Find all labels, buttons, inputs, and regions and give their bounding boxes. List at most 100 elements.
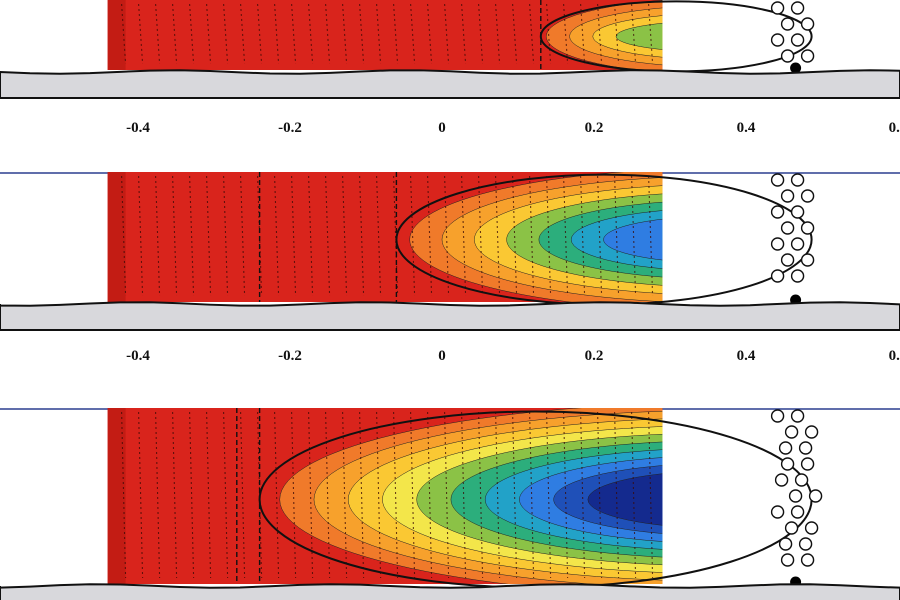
velocity-vector-column: [359, 175, 365, 297]
bubble: [784, 425, 799, 439]
bubble: [790, 237, 805, 251]
x-tick-label: 0.6: [889, 120, 900, 136]
velocity-vector-column: [478, 3, 484, 65]
velocity-vector-column: [240, 175, 246, 297]
bubble: [770, 269, 785, 283]
velocity-vector-column: [155, 175, 161, 297]
bubble: [800, 457, 815, 471]
velocity-vector-column: [614, 3, 620, 65]
velocity-vector-column: [563, 3, 569, 65]
velocity-vector-column: [138, 175, 144, 297]
injection-point: [790, 62, 802, 74]
velocity-vector-column: [291, 175, 297, 297]
x-tick-label: -0.2: [278, 120, 302, 136]
bubble: [794, 473, 809, 487]
x-tick-label: 0.4: [737, 120, 756, 136]
bubble: [780, 457, 795, 471]
velocity-vector-column: [614, 175, 620, 297]
velocity-vector-column: [189, 175, 195, 297]
contour-level-10: [587, 473, 663, 526]
bubble: [800, 49, 815, 63]
bubble: [780, 189, 795, 203]
velocity-vector-column: [563, 175, 569, 297]
bubble: [780, 221, 795, 235]
velocity-vector-column: [121, 3, 127, 65]
bubble: [770, 409, 785, 423]
velocity-vector-column: [597, 175, 603, 297]
velocity-vector-column: [461, 175, 467, 297]
velocity-vector-column: [478, 175, 484, 297]
panel-1: -0.6-0.4-0.200.20.40.6: [0, 0, 900, 136]
velocity-vector-column: [189, 3, 195, 65]
velocity-vector-column: [529, 175, 535, 297]
bubble: [798, 537, 813, 551]
velocity-vector-column: [325, 175, 331, 297]
velocity-vector-column: [172, 175, 178, 297]
bubble: [790, 1, 805, 15]
bubble: [770, 1, 785, 15]
velocity-vector-column: [410, 3, 416, 65]
field-edge-band: [107, 408, 126, 584]
velocity-vector-column: [223, 175, 229, 297]
velocity-vector-column: [172, 3, 178, 65]
ground-surface: [0, 583, 900, 600]
velocity-vector-column: [444, 175, 450, 297]
velocity-vector-column: [546, 175, 552, 297]
velocity-vector-column: [648, 175, 654, 297]
bubble: [770, 173, 785, 187]
velocity-vector-column: [427, 3, 433, 65]
velocity-vector-column: [376, 3, 382, 65]
bubble: [800, 189, 815, 203]
velocity-vector-column: [529, 3, 535, 65]
bubble: [790, 205, 805, 219]
bubble: [790, 505, 805, 519]
bubble: [784, 521, 799, 535]
bubble: [800, 253, 815, 267]
velocity-vector-column: [597, 3, 603, 65]
x-tick-label: -0.4: [126, 120, 150, 136]
bubble: [808, 489, 823, 503]
velocity-vector-column: [393, 3, 399, 65]
velocity-vector-column: [546, 3, 552, 65]
ground-surface: [0, 301, 900, 331]
velocity-vector-column: [580, 3, 586, 65]
contour-level-7: [603, 218, 663, 261]
bubble: [778, 537, 793, 551]
bubble: [790, 269, 805, 283]
velocity-vector-column: [325, 3, 331, 65]
x-tick-label: -0.4: [126, 348, 150, 364]
velocity-vector-column: [223, 3, 229, 65]
bubble: [788, 489, 803, 503]
bubble: [778, 441, 793, 455]
velocity-vector-column: [274, 3, 280, 65]
velocity-vector-column: [410, 175, 416, 297]
bubble: [780, 253, 795, 267]
velocity-vector-column: [291, 3, 297, 65]
velocity-vector-column: [138, 3, 144, 65]
velocity-vector-column: [342, 3, 348, 65]
velocity-vector-column: [155, 3, 161, 65]
velocity-vector-column: [512, 3, 518, 65]
velocity-vector-column: [580, 175, 586, 297]
bubble: [770, 205, 785, 219]
bubble: [770, 33, 785, 47]
bubble: [770, 505, 785, 519]
bubble: [798, 441, 813, 455]
bubble: [790, 173, 805, 187]
velocity-vector-column: [308, 175, 314, 297]
velocity-vector-column: [461, 3, 467, 65]
velocity-vector-column: [206, 175, 212, 297]
x-tick-label: 0.4: [737, 348, 756, 364]
bubble: [780, 17, 795, 31]
velocity-vector-column: [342, 175, 348, 297]
velocity-vector-column: [512, 175, 518, 297]
panel-3: [0, 408, 900, 600]
bubble: [804, 425, 819, 439]
velocity-vector-column: [274, 175, 280, 297]
field-edge-band: [107, 172, 126, 302]
velocity-vector-column: [495, 3, 501, 65]
velocity-vector-column: [631, 175, 637, 297]
x-tick-label: 0.6: [889, 348, 900, 364]
bubble: [800, 553, 815, 567]
